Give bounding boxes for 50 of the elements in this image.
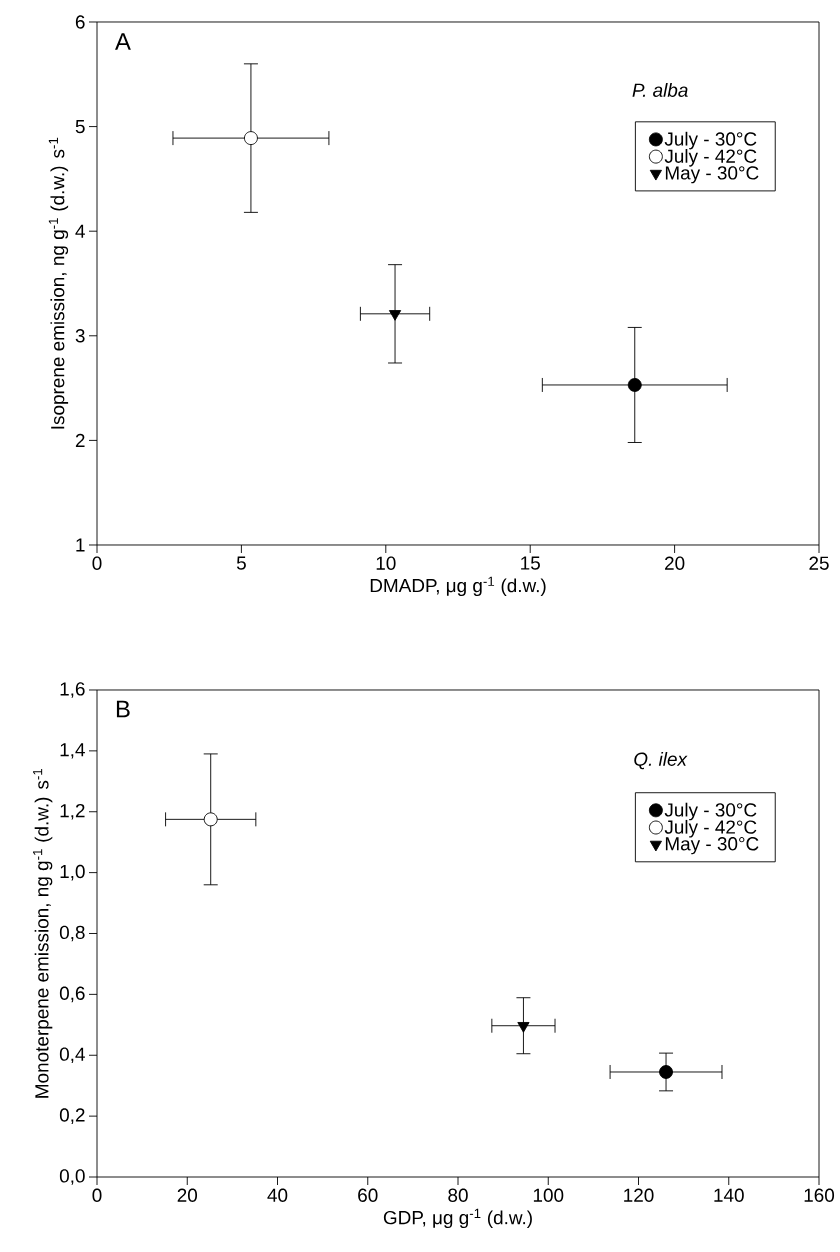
y-tick-label: 0,0 — [59, 1169, 85, 1185]
x-axis-title: DMADP, μg g$^{-1}$ (d.w.) — [370, 576, 546, 597]
annotation: P. alba — [632, 83, 688, 97]
legend-label: July - 42°C — [664, 819, 757, 838]
point — [243, 131, 258, 146]
x-tick-label: 0 — [92, 1188, 102, 1202]
y-tick-label: 0,8 — [59, 925, 85, 942]
y-tick-label: 1,0 — [60, 864, 85, 881]
point — [627, 378, 642, 392]
annotation: Q. ilex — [634, 751, 688, 770]
x-tick-label: 5 — [236, 556, 246, 570]
x-tick-label: 15 — [521, 556, 540, 570]
y-tick-label: 0,2 — [59, 1108, 85, 1124]
y-axis-title: Monoterpene emission, ng g$^{-1}$ (d.w.) s$^{-1}$ — [33, 768, 53, 1098]
y-tick-label: 2 — [75, 433, 85, 447]
y-tick-label: 1,6 — [60, 682, 85, 698]
y-tick-label: 1,2 — [60, 803, 85, 820]
annotation: A — [115, 33, 131, 50]
x-axis-title: GDP, μg g$^{-1}$ (d.w.) — [383, 1208, 532, 1229]
x-tick-label: 160 — [804, 1188, 835, 1202]
y-tick-label: 0,6 — [59, 986, 85, 1003]
point — [517, 1022, 530, 1033]
x-tick-label: 10 — [376, 556, 396, 570]
legend-label: May - 30°C — [665, 166, 759, 184]
legend-label: July - 42°C — [664, 149, 757, 167]
x-tick-label: 20 — [177, 1188, 198, 1202]
point — [388, 310, 402, 321]
x-tick-label: 40 — [267, 1188, 288, 1202]
x-tick-label: 140 — [714, 1188, 744, 1202]
x-tick-label: 80 — [448, 1188, 468, 1202]
y-axis-title: Isoprene emission, ng g$^{-1}$ (d.w.) s$^{-1}$ — [48, 137, 69, 429]
legend-label: July - 30°C — [664, 802, 757, 821]
x-tick-label: 120 — [624, 1188, 654, 1202]
point — [659, 1065, 673, 1079]
y-tick-label: 5 — [75, 119, 85, 134]
x-tick-label: 100 — [533, 1188, 564, 1202]
x-tick-label: 20 — [665, 556, 685, 570]
y-tick-label: 0,4 — [59, 1047, 85, 1064]
legend-label: July - 30°C — [664, 131, 757, 150]
y-tick-label: 1 — [76, 538, 85, 552]
y-tick-label: 4 — [75, 224, 85, 238]
y-tick-label: 1,4 — [60, 743, 85, 759]
y-tick-label: 6 — [75, 15, 85, 29]
x-tick-label: 0 — [92, 556, 102, 570]
annotation: B — [116, 700, 130, 718]
x-tick-label: 60 — [358, 1188, 378, 1202]
x-tick-label: 25 — [809, 556, 829, 570]
y-tick-label: 3 — [75, 329, 85, 343]
legend-label: May - 30°C — [665, 837, 759, 855]
point — [203, 812, 218, 827]
